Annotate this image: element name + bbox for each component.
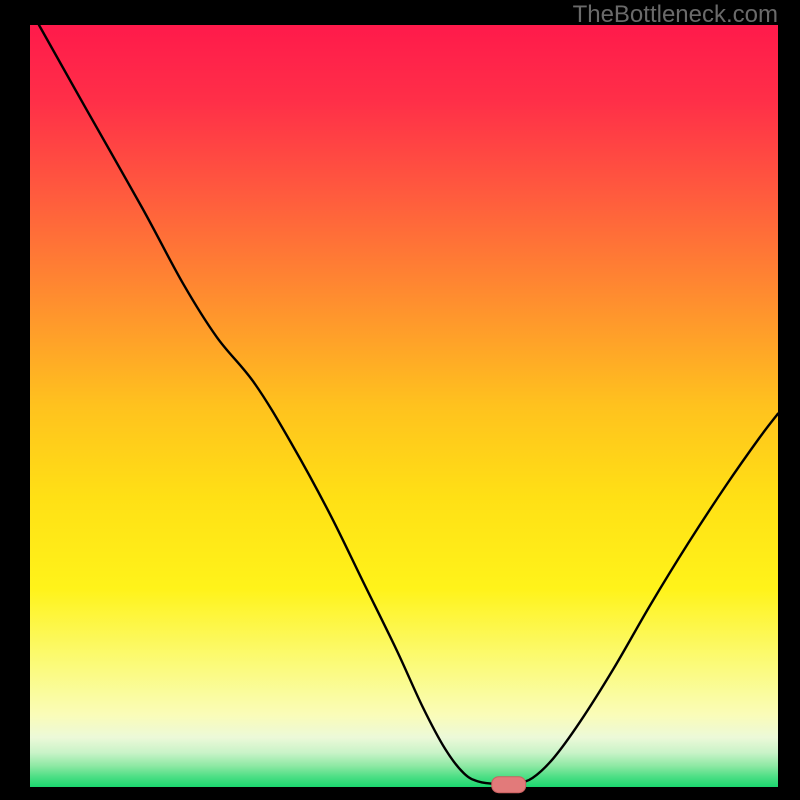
watermark-text: TheBottleneck.com (573, 1, 778, 28)
optimum-marker (492, 777, 526, 793)
chart-plot-area (30, 25, 778, 787)
bottleneck-chart: TheBottleneck.com (0, 0, 800, 800)
